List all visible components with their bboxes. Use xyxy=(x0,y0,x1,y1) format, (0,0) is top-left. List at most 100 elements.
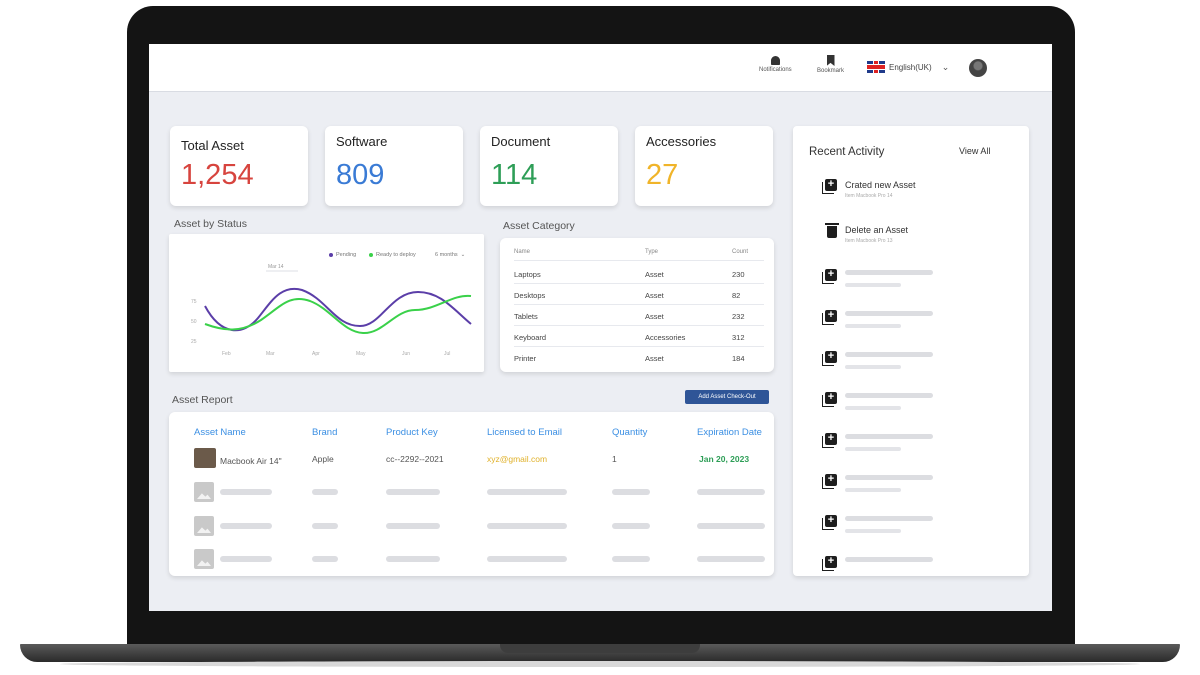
placeholder-bar xyxy=(612,489,650,495)
column-header[interactable]: Product Key xyxy=(386,427,438,438)
cell-type: Asset xyxy=(645,312,664,321)
y-tick: 25 xyxy=(191,339,197,345)
placeholder-bar xyxy=(845,352,933,357)
bookmark-icon xyxy=(826,55,835,66)
cell-type: Asset xyxy=(645,270,664,279)
activity-title: Recent Activity xyxy=(809,146,885,158)
asset-report-table: Asset Name Brand Product Key Licensed to… xyxy=(169,412,774,576)
x-tick: Apr xyxy=(312,351,320,357)
category-table: Name Type Count Laptops Asset 230 Deskto… xyxy=(500,238,774,372)
cell-email[interactable]: xyz@gmail.com xyxy=(487,454,548,464)
add-box-icon xyxy=(822,267,837,284)
top-bar: Notifications Bookmark English(UK) ⌄ xyxy=(149,44,1052,92)
placeholder-bar xyxy=(386,556,440,562)
placeholder-bar xyxy=(845,557,933,562)
cell-type: Asset xyxy=(645,354,664,363)
column-header: Name xyxy=(514,249,531,255)
pending-series-line xyxy=(204,287,472,332)
legend-label: Pending xyxy=(336,252,357,258)
x-tick: May xyxy=(356,351,366,357)
placeholder-bar xyxy=(697,489,765,495)
placeholder-bar xyxy=(220,523,272,529)
cell-name: Laptops xyxy=(514,270,541,279)
table-row[interactable]: Keyboard Accessories 312 xyxy=(514,326,764,347)
chart-legend-pending: Pending xyxy=(329,252,356,258)
x-tick: Jun xyxy=(402,351,410,357)
language-selector[interactable]: English(UK) ⌄ xyxy=(867,61,949,73)
placeholder-bar xyxy=(697,523,765,529)
macbook-thumbnail xyxy=(194,448,216,468)
activity-sub: Item Macbook Pro 14 xyxy=(845,193,893,199)
legend-dot xyxy=(329,253,333,257)
table-row[interactable]: Printer Asset 184 xyxy=(514,347,764,368)
x-tick: Mar xyxy=(266,351,275,357)
add-asset-checkout-button[interactable]: Add Asset Check-Out xyxy=(685,390,769,404)
column-header[interactable]: Brand xyxy=(312,427,338,438)
cell-quantity: 1 xyxy=(612,454,617,464)
laptop-notch xyxy=(500,644,700,653)
placeholder-bar xyxy=(845,475,933,480)
placeholder-bar xyxy=(386,523,440,529)
bookmark-button[interactable]: Bookmark xyxy=(817,54,844,74)
placeholder-bar xyxy=(845,516,933,521)
placeholder-bar xyxy=(312,556,338,562)
stat-card-software: Software 809 xyxy=(325,126,463,206)
placeholder-bar xyxy=(312,489,338,495)
report-title: Asset Report xyxy=(172,394,233,406)
cell-count: 232 xyxy=(732,312,745,321)
add-box-icon xyxy=(822,390,837,407)
y-tick: 75 xyxy=(191,299,197,305)
bell-icon xyxy=(770,56,780,65)
status-chart-card: Pending Ready to deploy 6 months ⌄ Mar 1… xyxy=(169,234,484,372)
table-row[interactable]: Desktops Asset 82 xyxy=(514,284,764,305)
dashboard-screen: Notifications Bookmark English(UK) ⌄ Tot… xyxy=(149,44,1052,611)
placeholder-bar xyxy=(612,523,650,529)
laptop-shadow xyxy=(60,661,1140,667)
table-row[interactable]: Laptops Asset 230 xyxy=(514,263,764,284)
cell-expiration: Jan 20, 2023 xyxy=(699,454,750,464)
cell-count: 184 xyxy=(732,354,745,363)
column-header[interactable]: Quantity xyxy=(612,427,648,438)
stat-value: 27 xyxy=(646,159,679,191)
column-header[interactable]: Expiration Date xyxy=(697,427,762,438)
placeholder-bar xyxy=(845,311,933,316)
placeholder-bar xyxy=(697,556,765,562)
avatar[interactable] xyxy=(969,59,987,77)
add-box-icon xyxy=(822,349,837,366)
x-tick: Feb xyxy=(222,351,231,357)
add-box-icon xyxy=(822,554,837,571)
cell-product-key: cc--2292--2021 xyxy=(386,454,444,464)
cell-name: Keyboard xyxy=(514,333,547,342)
add-box-icon xyxy=(822,308,837,325)
uk-flag-icon xyxy=(867,61,885,73)
legend-label: Ready to deploy xyxy=(376,252,416,258)
stat-title: Total Asset xyxy=(181,138,244,153)
placeholder-bar xyxy=(845,270,933,275)
stat-title: Accessories xyxy=(646,134,717,149)
stat-card-accessories: Accessories 27 xyxy=(635,126,773,206)
view-all-link[interactable]: View All xyxy=(959,146,991,156)
placeholder-bar xyxy=(487,489,567,495)
notifications-button[interactable]: Notifications xyxy=(759,54,792,73)
period-label: 6 months xyxy=(435,252,458,258)
column-header[interactable]: Asset Name xyxy=(194,427,246,438)
placeholder-bar xyxy=(487,523,567,529)
activity-sub: Item Macbook Pro 13 xyxy=(845,238,893,244)
stat-title: Software xyxy=(336,134,388,149)
activity-label: Delete an Asset xyxy=(845,225,909,235)
x-tick: Jul xyxy=(444,351,450,357)
bookmark-label: Bookmark xyxy=(817,68,845,74)
stat-card-total-asset: Total Asset 1,254 xyxy=(170,126,308,206)
notifications-label: Notifications xyxy=(759,67,792,73)
cell-brand: Apple xyxy=(312,454,334,464)
placeholder-bar xyxy=(845,393,933,398)
column-header[interactable]: Licensed to Email xyxy=(487,427,562,438)
placeholder-bar xyxy=(220,556,272,562)
placeholder-bar xyxy=(386,489,440,495)
image-placeholder-icon xyxy=(194,482,214,502)
placeholder-bar xyxy=(845,434,933,439)
legend-dot xyxy=(369,253,373,257)
add-box-icon xyxy=(822,177,837,194)
period-dropdown[interactable]: 6 months ⌄ xyxy=(435,252,465,258)
table-row[interactable]: Tablets Asset 232 xyxy=(514,305,764,326)
